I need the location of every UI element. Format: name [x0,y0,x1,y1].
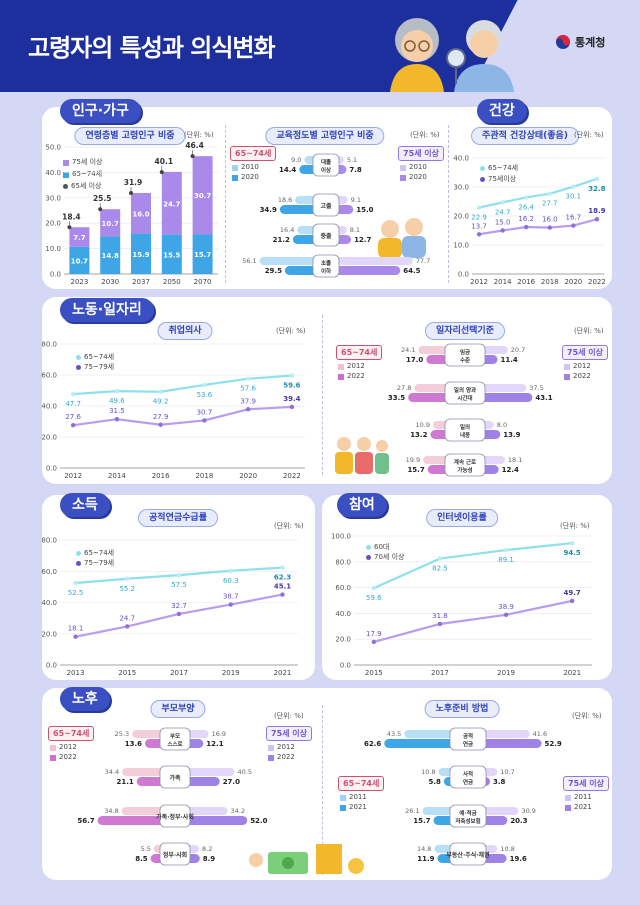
separator [225,125,226,283]
legend-6574: 65~74세 [63,170,102,179]
money-illustration [249,844,364,874]
elderly-study-illustration [378,218,426,258]
edu-year-left-a: 2010 [232,163,259,172]
legend-work-6574: 65~74세 [76,353,114,362]
section-income: 소득 [60,493,110,517]
support-year-right-b: 2022 [268,753,295,762]
prep-group-left: 65~74세 [338,776,385,791]
edu-chart-title: 교육정도별 고령인구 비중 [265,127,385,145]
job-group-right: 75세 이상 [562,345,608,360]
unit-label: (단위: %) [560,522,590,530]
pension-chart-title: 공적연금수급률 [138,509,218,527]
unit-label: (단위: %) [184,131,214,139]
legend-internet-70plus: 70세 이상 [366,553,404,562]
edu-group-left: 65~74세 [230,146,277,161]
elderly-couple-illustration [390,18,514,92]
agency-name: 통계청 [575,36,606,49]
unit-label: (단위: %) [574,131,604,139]
unit-label: (단위: %) [410,131,440,139]
prep-year-left-b: 2021 [340,803,367,812]
job-year-left-a: 2012 [338,362,365,371]
edu-year-right-a: 2010 [400,163,427,172]
support-group-right: 75세 이상 [266,726,312,741]
edu-year-right-b: 2020 [400,173,427,182]
internet-chart-title: 인터넷이용률 [426,509,498,527]
prep-chart-title: 노후준비 방법 [424,700,500,718]
section-population: 인구·가구 [60,99,141,123]
legend-health-6574: 65~74세 [480,164,518,173]
legend-75plus: 75세 이상 [63,158,102,167]
separator [322,315,323,475]
taegeuk-icon [556,35,570,49]
job-group-left: 65~74세 [336,345,383,360]
legend-internet-60s: 60대 [366,543,389,552]
legend-65plus: 65세 이상 [63,182,101,191]
legend-health-75: 75세이상 [480,175,516,184]
separator [448,125,449,283]
prep-group-right: 75세 이상 [563,776,609,791]
support-year-left-b: 2022 [50,753,77,762]
legend-pension-6574: 65~74세 [76,549,114,558]
separator [322,705,323,875]
unit-label: (단위: %) [572,712,602,720]
section-labor: 노동·일자리 [60,298,154,322]
legend-work-7579: 75~79세 [76,363,114,372]
prep-year-right-b: 2021 [565,803,592,812]
section-health: 건강 [477,99,527,123]
labor-panel [42,297,612,484]
job-year-left-b: 2022 [338,372,365,381]
support-chart-title: 부모부양 [150,700,206,718]
support-group-left: 65~74세 [48,726,95,741]
elderly-workers-illustration [335,437,389,474]
job-year-right-a: 2012 [564,362,591,371]
edu-group-right: 75세 이상 [398,146,444,161]
support-year-left-a: 2012 [50,743,77,752]
unit-label: (단위: %) [276,327,306,335]
prep-year-right-a: 2011 [565,793,592,802]
job-chart-title: 일자리선택기준 [425,322,505,340]
unit-label: (단위: %) [274,712,304,720]
prep-year-left-a: 2011 [340,793,367,802]
edu-year-left-b: 2020 [232,173,259,182]
unit-label: (단위: %) [574,327,604,335]
health-chart-title: 주관적 건강상태(좋음) [471,127,579,145]
legend-pension-7579: 75~79세 [76,559,114,568]
section-later-life: 노후 [60,687,110,711]
work-chart-title: 취업의사 [157,322,213,340]
page-title: 고령자의 특성과 의식변화 [28,34,276,62]
support-year-right-a: 2012 [268,743,295,752]
agency-logo: 통계청 [555,34,605,50]
elderly-chart-title: 연령층별 고령인구 비중 [74,127,186,145]
section-participation: 참여 [337,493,387,517]
job-year-right-b: 2022 [564,372,591,381]
unit-label: (단위: %) [274,522,304,530]
